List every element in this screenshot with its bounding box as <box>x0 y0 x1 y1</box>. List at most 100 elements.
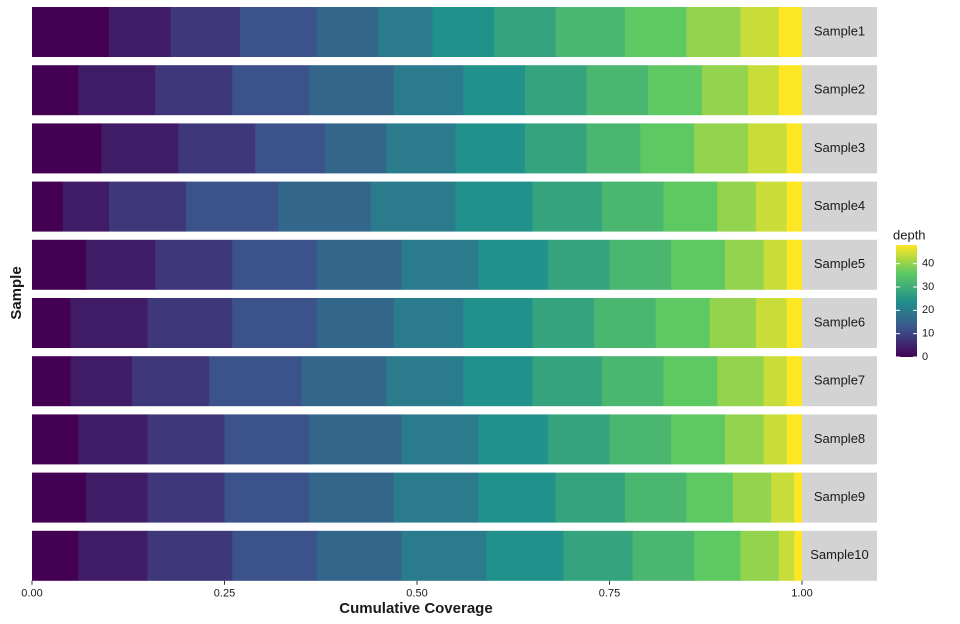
bar-segment <box>671 239 726 290</box>
bar-segment <box>316 298 395 348</box>
bar-segment <box>224 414 310 465</box>
bar-segment <box>524 123 587 174</box>
bar-segment <box>62 181 110 232</box>
facet-label: Sample5 <box>814 256 865 271</box>
bar-segment <box>85 239 156 290</box>
bar-segment <box>401 530 487 581</box>
bar-segment <box>763 239 788 290</box>
bar-segment <box>547 414 610 465</box>
bar-segment <box>70 356 133 407</box>
bar-segment <box>586 65 649 116</box>
bar-segment <box>401 239 480 290</box>
bar-segment <box>547 239 610 290</box>
bar-segment <box>494 7 557 57</box>
bar-segment <box>132 356 210 407</box>
colorbar-tick-label: 10 <box>922 328 934 340</box>
facet-label: Sample1 <box>814 23 865 38</box>
facet-strip <box>802 356 877 407</box>
bar-segment <box>609 239 672 290</box>
bar-segment <box>32 356 71 407</box>
bar-segment <box>717 181 757 232</box>
x-tick-label: 0.25 <box>214 588 235 600</box>
facet-strip <box>802 123 877 174</box>
bar-segment <box>147 414 225 465</box>
bar-segment <box>309 65 395 116</box>
bar-segment <box>624 472 687 523</box>
bar-segment <box>794 530 803 581</box>
bar-segment <box>632 530 695 581</box>
bar-segment <box>32 123 102 174</box>
bar-segment <box>686 7 741 57</box>
bar-segment <box>378 7 433 57</box>
bar-segment <box>463 356 533 407</box>
bar-segment <box>101 123 179 174</box>
facet-label: Sample9 <box>814 489 865 504</box>
x-axis-label: Cumulative Coverage <box>339 600 492 617</box>
bar-segment <box>463 298 533 348</box>
bar-segment <box>555 472 626 523</box>
bar-segment <box>401 414 480 465</box>
bar-segment <box>555 7 626 57</box>
bar-segment <box>155 239 233 290</box>
facet-label: Sample6 <box>814 314 865 329</box>
bar-segment <box>778 530 795 581</box>
bar-segment <box>147 298 233 348</box>
bar-segment <box>109 181 187 232</box>
bar-segment <box>694 530 741 581</box>
bar-segment <box>771 472 795 523</box>
bar-segment <box>393 65 464 116</box>
bar-segment <box>78 65 156 116</box>
bar-segment <box>232 65 310 116</box>
facet-label: Sample8 <box>814 431 865 446</box>
bar-segment <box>786 414 803 465</box>
bar-segment <box>32 239 87 290</box>
bar-segment <box>786 356 803 407</box>
bar-segment <box>763 356 788 407</box>
bar-segment <box>278 181 372 232</box>
bar-segment <box>209 356 302 407</box>
bar-segment <box>586 123 641 174</box>
colorbar-tick-label: 0 <box>922 351 928 363</box>
bar-segment <box>478 414 549 465</box>
bar-segment <box>393 472 480 523</box>
bar-segment <box>663 181 718 232</box>
bar-segment <box>70 298 148 348</box>
bar-segment <box>255 123 326 174</box>
bar-segment <box>686 472 734 523</box>
bar-segment <box>524 65 587 116</box>
bar-segment <box>655 298 711 348</box>
bar-segment <box>709 298 757 348</box>
bar-segment <box>732 472 772 523</box>
bar-segment <box>778 7 803 57</box>
bar-segment <box>178 123 256 174</box>
bar-segment <box>786 181 803 232</box>
colorbar-tick-label: 30 <box>922 281 934 293</box>
bar-segment <box>386 123 456 174</box>
bar-segment <box>755 298 788 348</box>
bar-segment <box>786 123 803 174</box>
bar-segment <box>694 123 749 174</box>
bar-segment <box>370 181 456 232</box>
bar-segment <box>393 298 464 348</box>
bar-segment <box>455 123 526 174</box>
facet-strip <box>802 472 877 523</box>
facet-strip <box>802 181 877 232</box>
colorbar-tick-label: 40 <box>922 258 934 270</box>
bar-segment <box>170 7 241 57</box>
bar-segment <box>32 530 79 581</box>
bar-segment <box>794 472 803 523</box>
legend-title: depth <box>893 227 926 242</box>
facet-label: Sample10 <box>810 547 869 562</box>
bar-segment <box>740 7 780 57</box>
bar-segment <box>701 65 749 116</box>
facet-strip <box>802 7 877 57</box>
bar-segment <box>224 472 310 523</box>
bar-segment <box>624 7 687 57</box>
bar-segment <box>663 356 718 407</box>
bar-segment <box>239 7 318 57</box>
bar-segment <box>32 7 110 57</box>
bar-segment <box>432 7 495 57</box>
bar-segment <box>316 239 403 290</box>
bar-segment <box>232 298 318 348</box>
